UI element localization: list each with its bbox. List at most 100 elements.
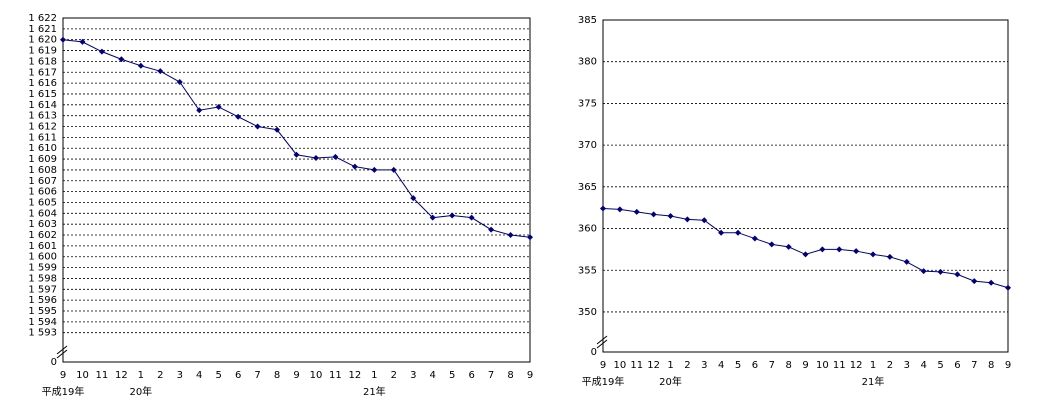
x-tick-label: 11 bbox=[630, 360, 643, 371]
data-point bbox=[449, 212, 456, 219]
x-tick-label: 12 bbox=[349, 370, 362, 381]
y-tick-label: 375 bbox=[578, 98, 597, 109]
data-point bbox=[293, 151, 300, 158]
y-tick-label: 1 608 bbox=[28, 165, 57, 176]
data-point bbox=[235, 113, 242, 120]
y-tick-label: 1 610 bbox=[28, 143, 57, 154]
x-tick-label: 11 bbox=[833, 360, 846, 371]
y-tick-label: 1 596 bbox=[28, 295, 57, 306]
y-tick-label: 1 601 bbox=[28, 241, 57, 252]
y-tick-label: 1 593 bbox=[28, 328, 57, 339]
data-point bbox=[667, 213, 674, 220]
x-tick-label: 7 bbox=[769, 360, 775, 371]
x-tick-label: 10 bbox=[816, 360, 829, 371]
data-point bbox=[768, 241, 775, 248]
y-tick-label: 1 604 bbox=[28, 208, 57, 219]
y-tick-label: 1 616 bbox=[28, 78, 57, 89]
data-point bbox=[886, 253, 893, 260]
x-tick-label: 12 bbox=[115, 370, 128, 381]
x-tick-label: 10 bbox=[614, 360, 627, 371]
data-point bbox=[157, 68, 164, 75]
x-tick-label: 9 bbox=[60, 370, 66, 381]
data-point bbox=[785, 243, 792, 250]
x-tick-label: 3 bbox=[904, 360, 910, 371]
y-tick-label: 1 612 bbox=[28, 122, 57, 133]
y-tick-label: 1 597 bbox=[28, 284, 57, 295]
y-tick-label: 380 bbox=[578, 57, 597, 68]
data-point bbox=[507, 232, 514, 239]
y-tick-label: 1 607 bbox=[28, 176, 57, 187]
x-tick-label: 8 bbox=[988, 360, 994, 371]
y-tick-label: 1 595 bbox=[28, 306, 57, 317]
x-tick-label: 8 bbox=[274, 370, 280, 381]
x-tick-label: 9 bbox=[527, 370, 533, 381]
y-tick-label: 355 bbox=[578, 265, 597, 276]
x-tick-label: 6 bbox=[954, 360, 960, 371]
y-tick-label: 365 bbox=[578, 182, 597, 193]
axis-break bbox=[56, 345, 68, 359]
x-tick-label: 3 bbox=[701, 360, 707, 371]
y-tick-label: 1 617 bbox=[28, 67, 57, 78]
x-tick-label: 9 bbox=[600, 360, 606, 371]
x-group-label: 平成19年 bbox=[42, 385, 85, 398]
y-break-label: 0 bbox=[591, 347, 597, 358]
x-tick-label: 5 bbox=[449, 370, 455, 381]
data-point bbox=[312, 154, 319, 161]
y-tick-label: 1 605 bbox=[28, 197, 57, 208]
y-tick-label: 1 614 bbox=[28, 100, 57, 111]
y-tick-label: 1 619 bbox=[28, 46, 57, 57]
data-point bbox=[410, 195, 417, 202]
data-point bbox=[488, 226, 495, 233]
y-tick-label: 1 602 bbox=[28, 230, 57, 241]
x-tick-label: 2 bbox=[157, 370, 163, 381]
data-point bbox=[137, 62, 144, 69]
data-point bbox=[937, 268, 944, 275]
y-tick-label: 1 622 bbox=[28, 13, 57, 24]
data-point bbox=[616, 206, 623, 213]
x-group-label: 21年 bbox=[862, 375, 885, 388]
x-tick-label: 11 bbox=[96, 370, 109, 381]
data-point bbox=[802, 251, 809, 258]
data-point bbox=[735, 229, 741, 236]
data-point bbox=[215, 103, 222, 110]
data-point bbox=[254, 123, 261, 130]
data-point bbox=[390, 166, 397, 173]
data-point bbox=[600, 205, 606, 212]
data-line bbox=[602, 208, 1009, 289]
data-point bbox=[60, 36, 66, 43]
data-point bbox=[684, 216, 691, 223]
x-tick-label: 4 bbox=[718, 360, 724, 371]
data-point bbox=[853, 248, 860, 255]
y-tick-label: 1 598 bbox=[28, 273, 57, 284]
data-line bbox=[62, 39, 531, 238]
data-point bbox=[118, 56, 125, 63]
y-tick-label: 1 606 bbox=[28, 187, 57, 198]
y-tick-label: 1 599 bbox=[28, 263, 57, 274]
x-tick-label: 6 bbox=[752, 360, 758, 371]
x-group-label: 平成19年 bbox=[582, 375, 625, 388]
y-tick-label: 1 613 bbox=[28, 111, 57, 122]
data-point bbox=[903, 258, 910, 265]
y-tick-label: 1 620 bbox=[28, 35, 57, 46]
y-tick-label: 1 618 bbox=[28, 56, 57, 67]
y-tick-label: 370 bbox=[578, 140, 597, 151]
data-point bbox=[701, 217, 708, 224]
data-point bbox=[274, 126, 281, 133]
x-tick-label: 1 bbox=[667, 360, 673, 371]
x-tick-label: 7 bbox=[971, 360, 977, 371]
y-tick-label: 1 600 bbox=[28, 252, 57, 263]
data-point bbox=[176, 79, 183, 86]
data-point bbox=[819, 246, 826, 253]
x-tick-label: 7 bbox=[254, 370, 260, 381]
data-point bbox=[98, 48, 105, 55]
x-tick-label: 6 bbox=[468, 370, 474, 381]
x-tick-label: 1 bbox=[138, 370, 144, 381]
x-tick-label: 4 bbox=[920, 360, 926, 371]
y-tick-label: 1 615 bbox=[28, 89, 57, 100]
data-point bbox=[527, 234, 533, 241]
x-tick-label: 4 bbox=[196, 370, 202, 381]
data-point bbox=[332, 153, 339, 160]
plot-frame bbox=[62, 17, 531, 363]
data-point bbox=[371, 166, 378, 173]
